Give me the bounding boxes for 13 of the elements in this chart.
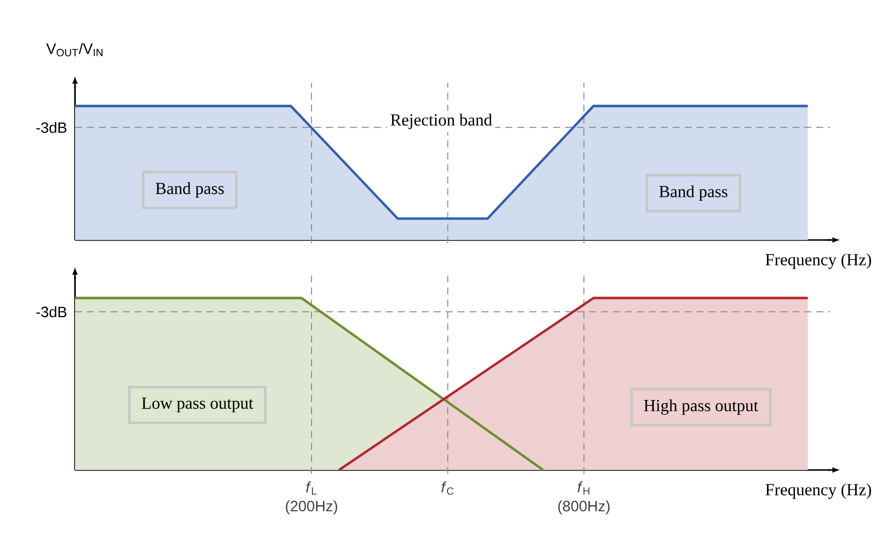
y-axis-title: V$_{OUT}$/V$_{IN}$	[46, 43, 102, 56]
ref-line-label: -3dB	[36, 306, 66, 318]
annotation: Band pass	[659, 185, 728, 201]
annotation: Band pass	[156, 182, 224, 198]
ref-line-label: -3dB	[36, 122, 66, 133]
x-axis-title: Frequency (Hz)	[766, 253, 872, 269]
x-tick-label: f$_{L}$ (200Hz)	[286, 481, 338, 514]
annotation: High pass output	[644, 399, 758, 415]
annotation: Low pass output	[142, 398, 254, 412]
x-tick-label: f$_{H}$ (800Hz)	[558, 481, 610, 514]
annotation: Rejection band	[390, 114, 492, 130]
x-axis-title: Frequency (Hz)	[766, 483, 872, 499]
x-tick-label: f$_{C}$	[441, 481, 454, 495]
